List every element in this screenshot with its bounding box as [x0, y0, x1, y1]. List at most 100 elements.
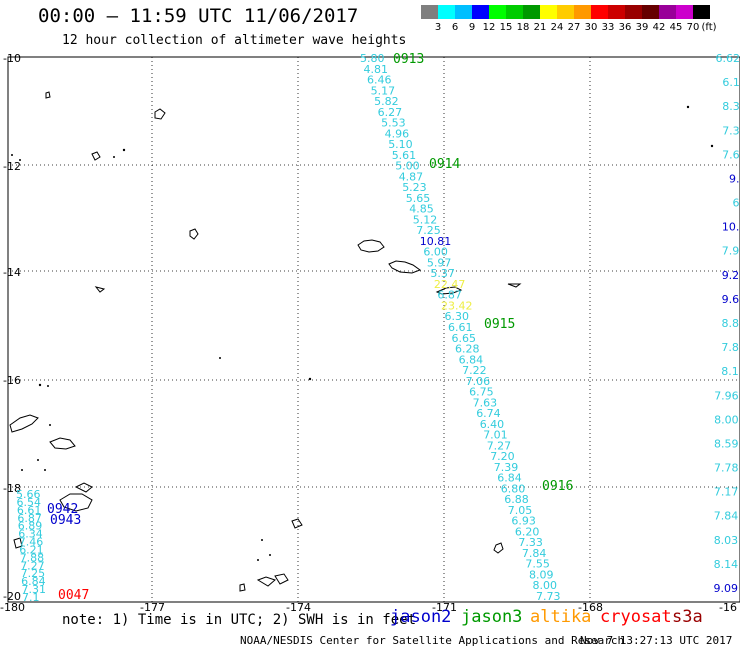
wave-height-value: 7.31: [22, 583, 47, 596]
wave-height-value: 9.: [729, 173, 740, 186]
color-tick-label: 21: [533, 22, 547, 33]
wave-height-value: 5.66: [16, 488, 41, 501]
wave-height-value: 6.30: [445, 310, 470, 323]
wave-height-value: 7.22: [462, 364, 487, 377]
wave-height-value: 7.78: [714, 462, 739, 475]
lat-label: -18: [3, 482, 21, 495]
color-unit: (ft): [701, 22, 717, 33]
color-swatch: [591, 5, 608, 19]
wave-height-value: 8.59: [714, 438, 739, 451]
wave-height-value: 7.46: [19, 536, 44, 549]
color-swatch: [574, 5, 591, 19]
credit-line: NOAA/NESDIS Center for Satellite Applica…: [240, 634, 625, 647]
wave-height-value: 7.96: [714, 389, 739, 402]
wave-height-value: 8.1: [721, 365, 739, 378]
wallis-island: [189, 228, 199, 240]
wave-height-value: 7.84: [522, 547, 547, 560]
wave-height-value: 7.73: [536, 590, 561, 603]
wave-height-value: 7.88: [20, 551, 45, 564]
color-tick-label: 3: [434, 22, 442, 33]
wave-height-value: 7.25: [416, 224, 441, 237]
wave-height-value: 10.: [722, 221, 740, 234]
color-tick-label: 39: [635, 22, 649, 33]
wave-height-value: 6.61: [448, 321, 473, 334]
wave-height-value: 6.87: [17, 512, 42, 525]
wave-height-value: 4.96: [385, 127, 410, 140]
wave-height-value: 8.03: [714, 534, 739, 547]
color-swatch: [438, 5, 455, 19]
color-swatch: [421, 5, 438, 19]
samoa-savaii: [357, 239, 385, 253]
wave-height-value: 5.10: [388, 138, 413, 151]
wave-height-value: 8.3: [722, 100, 740, 113]
wave-height-value: 7.6: [722, 148, 740, 161]
wave-height-value: 6.28: [455, 343, 480, 356]
color-swatch: [506, 5, 523, 19]
wave-height-value: 6.80: [501, 482, 526, 495]
wave-height-value: 6.54: [17, 496, 42, 509]
lat-label: -10: [3, 52, 21, 65]
track-right: 6.626.18.37.37.69.610.7.99.29.68.87.88.1…: [714, 52, 740, 595]
wave-height-value: 5.12: [413, 213, 438, 226]
wave-height-value: 7.9: [722, 245, 740, 258]
wave-height-value: 5.00: [395, 160, 420, 173]
color-swatch: [472, 5, 489, 19]
color-tick-label: 6: [451, 22, 459, 33]
lat-label: -16: [3, 374, 21, 387]
wave-height-value: 5.97: [427, 256, 452, 269]
lon-label: -168: [578, 601, 603, 614]
wave-height-value: 6.62: [716, 52, 740, 65]
color-tick-label: 33: [601, 22, 615, 33]
wave-height-value: 7.05: [508, 504, 533, 517]
wave-height-value: 7.63: [473, 396, 498, 409]
wave-height-value: 6.87: [437, 289, 462, 302]
wave-height-value: 6.88: [504, 493, 529, 506]
wave-height-value: 6.74: [476, 407, 501, 420]
wave-height-value: 6.27: [378, 106, 403, 119]
wave-height-value: 5.37: [430, 267, 455, 280]
wave-height-value: 6.46: [367, 74, 392, 87]
fiji-vanua-levu: [9, 414, 39, 433]
wave-height-value: 6: [733, 197, 740, 210]
wave-height-value: 6.21: [19, 544, 44, 557]
footnote: note: 1) Time is in UTC; 2) SWH is in fe…: [62, 612, 417, 628]
wave-height-value: 9.2: [722, 269, 740, 282]
color-tick-label: 30: [584, 22, 598, 33]
color-swatch: [523, 5, 540, 19]
color-tick-label: 12: [482, 22, 496, 33]
wave-height-value: 5.17: [371, 84, 396, 97]
color-tick-label: 42: [652, 22, 666, 33]
page-subtitle: 12 hour collection of altimeter wave hei…: [62, 33, 407, 48]
samoa-upolu: [388, 260, 422, 274]
futuna-island: [154, 108, 166, 120]
lon-label: -177: [140, 601, 165, 614]
wave-height-value: 7.06: [466, 375, 491, 388]
pass-label: 0943: [50, 513, 81, 528]
wave-height-value: 5.53: [381, 117, 406, 130]
pass-label: 0916: [542, 479, 573, 494]
wave-height-value: 5.65: [406, 192, 431, 205]
color-swatch: [540, 5, 557, 19]
wave-height-value: 6.20: [515, 525, 540, 538]
legend-altika: altika: [530, 607, 592, 627]
wave-height-value: 5.82: [374, 95, 399, 108]
color-tick-label: 24: [550, 22, 564, 33]
color-tick-label: 27: [567, 22, 581, 33]
american-samoa: [435, 286, 463, 295]
legend-cryosat: cryosat: [600, 607, 672, 627]
color-tick-label: 45: [669, 22, 683, 33]
wave-height-value: 7.39: [494, 461, 519, 474]
wave-height-value: 6.84: [497, 472, 522, 485]
wave-height-value: 6.1: [722, 76, 740, 89]
color-tick-label: 36: [618, 22, 632, 33]
color-swatch: [676, 5, 693, 19]
wave-height-value: 9.09: [714, 582, 739, 595]
wave-height-value: 6.65: [452, 332, 477, 345]
wave-height-value: 7.20: [490, 450, 515, 463]
wave-height-value: 7.27: [487, 439, 512, 452]
wave-height-value: 5.23: [402, 181, 427, 194]
color-swatch: [608, 5, 625, 19]
wave-height-value: 4.85: [409, 203, 434, 216]
track-left: 5.666.546.616.876.896.347.466.217.887.27…: [16, 488, 46, 604]
